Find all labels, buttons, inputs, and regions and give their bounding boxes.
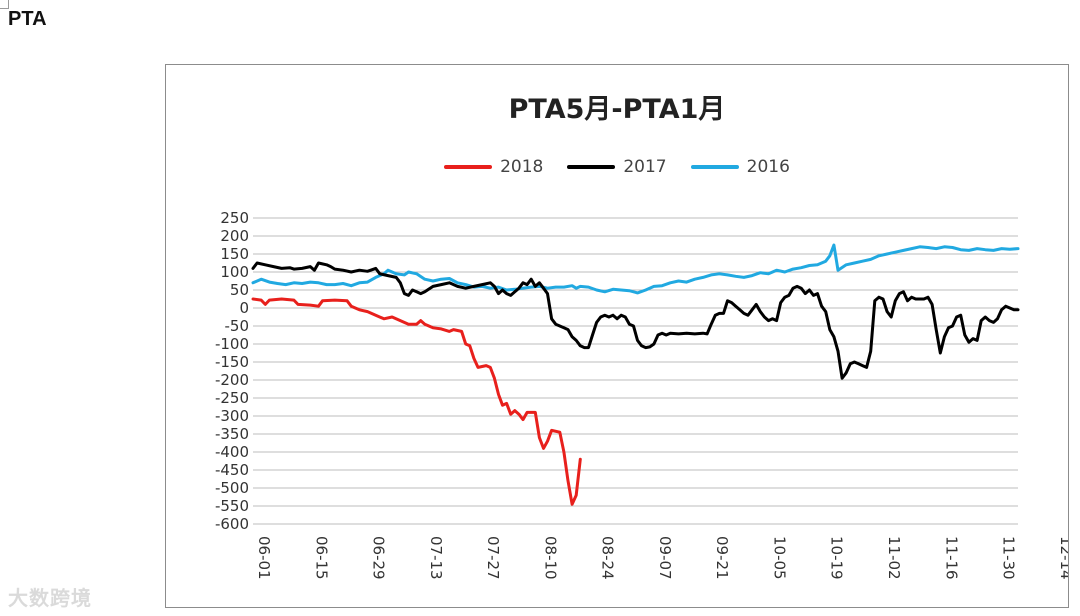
watermark: 大数跨境 <box>8 586 92 610</box>
y-tick-label: -300 <box>215 407 249 425</box>
y-tick-label: 150 <box>220 245 249 263</box>
y-tick-label: -500 <box>215 479 249 497</box>
y-tick-label: -150 <box>215 353 249 371</box>
legend-swatch-2016 <box>690 165 739 169</box>
legend-swatch-2017 <box>567 165 616 169</box>
chart-container: PTA5月-PTA1月 2018 2017 2016 250 200 150 100 5… <box>165 64 1069 608</box>
window-corner-mark <box>0 0 9 9</box>
x-tick-label: 11-02 <box>885 536 903 580</box>
line-chart: 250200150100500-50-100-150-200-250-300-3… <box>215 209 1068 580</box>
page-heading: PTA <box>8 8 47 30</box>
x-tick-label: 06-15 <box>312 536 330 580</box>
x-tick-label: 11-16 <box>942 536 960 580</box>
chart-title: PTA5月-PTA1月 <box>508 94 726 125</box>
legend-label-2017: 2017 <box>623 157 667 177</box>
x-tick-label: 09-07 <box>656 536 674 580</box>
x-tick-label: 10-19 <box>828 536 846 580</box>
x-tick-label: 07-13 <box>427 536 445 580</box>
y-tick-label: 250 <box>220 209 249 227</box>
series-line-2018 <box>251 297 582 506</box>
y-tick-label: -250 <box>215 389 249 407</box>
x-tick-label: 06-01 <box>255 536 273 580</box>
y-tick-label: -550 <box>215 497 249 515</box>
y-tick-label: -100 <box>215 335 249 353</box>
y-tick-label: -50 <box>225 317 250 335</box>
series-line-2017 <box>251 261 1020 380</box>
y-tick-label: -400 <box>215 443 249 461</box>
legend-item-2017: 2017 <box>567 157 667 177</box>
legend-item-2018: 2018 <box>444 157 543 177</box>
x-tick-label: 10-05 <box>770 536 788 580</box>
chart-legend: 2018 2017 2016 <box>166 157 1068 177</box>
x-tick-label: 07-27 <box>484 536 502 580</box>
y-tick-label: -450 <box>215 461 249 479</box>
series-line-2016 <box>251 243 1020 295</box>
legend-swatch-2018 <box>444 165 493 169</box>
legend-item-2016: 2016 <box>690 157 790 177</box>
legend-label-2016: 2016 <box>746 157 790 177</box>
x-tick-label: 12-14 <box>1057 536 1068 580</box>
legend-label-2018: 2018 <box>500 157 544 177</box>
y-tick-label: -350 <box>215 425 249 443</box>
y-tick-label: -600 <box>215 515 249 533</box>
x-tick-label: 09-21 <box>713 536 731 580</box>
y-tick-label: -200 <box>215 371 249 389</box>
x-tick-label: 08-24 <box>599 536 617 580</box>
x-tick-label: 11-30 <box>1000 536 1018 580</box>
x-tick-label: 08-10 <box>541 536 559 580</box>
y-tick-label: 100 <box>220 263 249 281</box>
x-tick-label: 06-29 <box>370 536 388 580</box>
y-tick-label: 0 <box>239 299 249 317</box>
y-tick-label: 50 <box>230 281 249 299</box>
y-tick-label: 200 <box>220 227 249 245</box>
